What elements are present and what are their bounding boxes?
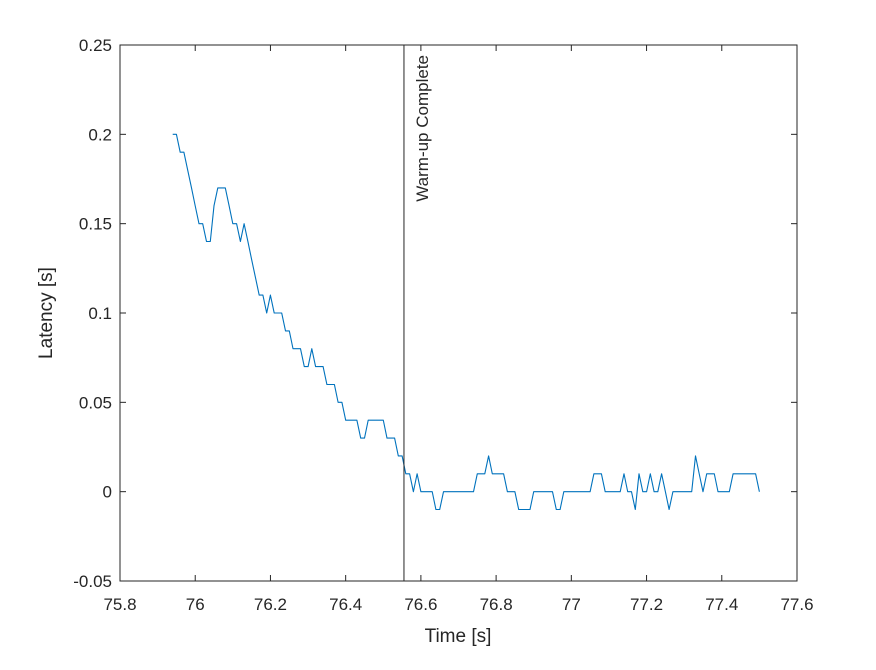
y-tick-label: 0.15 — [79, 215, 112, 234]
x-tick-labels: 75.8 76 76.2 76.4 76.6 76.8 77 77.2 77.4 77.6 — [103, 595, 813, 614]
axes-box — [119, 44, 798, 582]
y-tick-label: 0.25 — [79, 36, 112, 55]
x-tick-label: 75.8 — [103, 595, 136, 614]
x-tick-label: 77.2 — [630, 595, 663, 614]
y-tick-label: 0.2 — [88, 125, 112, 144]
x-tick-label: 76.8 — [480, 595, 513, 614]
plot-area — [120, 45, 797, 581]
axis-ticks — [119, 44, 798, 582]
y-tick-label: -0.05 — [73, 572, 112, 591]
latency-series-line — [172, 133, 760, 511]
y-tick-label: 0.1 — [88, 304, 112, 323]
x-tick-label: 77 — [562, 595, 581, 614]
warmup-annotation: Warm-up Complete — [413, 55, 432, 202]
y-axis-label: Latency [s] — [36, 267, 57, 359]
x-tick-label: 77.6 — [780, 595, 813, 614]
x-tick-label: 77.4 — [705, 595, 738, 614]
x-tick-label: 76 — [186, 595, 205, 614]
x-tick-label: 76.6 — [404, 595, 437, 614]
x-axis-label: Time [s] — [425, 626, 492, 647]
x-tick-label: 76.2 — [254, 595, 287, 614]
y-tick-labels: -0.05 0 0.05 0.1 0.15 0.2 0.25 — [73, 36, 112, 591]
y-tick-label: 0 — [103, 483, 112, 502]
x-tick-label: 76.4 — [329, 595, 362, 614]
y-tick-label: 0.05 — [79, 393, 112, 412]
